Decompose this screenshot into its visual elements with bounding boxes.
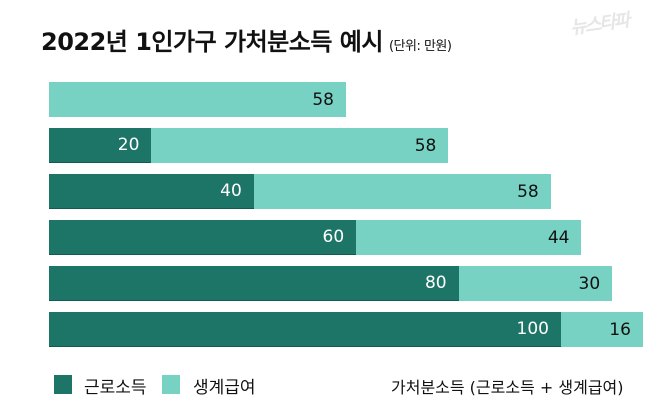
bar-value-label: 100 (516, 319, 549, 339)
bar-row: 40 58 (49, 174, 551, 209)
bar-row: 58 (49, 82, 346, 117)
bar-segment-livelihood-benefit: 58 (253, 174, 551, 209)
bar-segment-earned-income: 40 (49, 174, 254, 209)
bar-row: 20 58 (49, 128, 449, 163)
bar-segment-livelihood-benefit: 16 (561, 312, 643, 347)
bar-segment-earned-income: 100 (49, 312, 561, 347)
bar-row: 80 30 (49, 266, 613, 301)
legend-label-earned-income: 근로소득 (84, 378, 147, 398)
bar-segment-livelihood-benefit: 44 (356, 220, 582, 255)
bar-segment-earned-income: 20 (49, 128, 152, 163)
bar-value-label: 58 (312, 89, 334, 110)
legend-swatch-earned-income (54, 375, 72, 394)
footnote: 가처분소득 (근로소득 + 생계급여) (391, 378, 624, 397)
bar-value-label: 60 (322, 227, 345, 247)
unit-label: (단위: 만원) (388, 39, 452, 54)
bar-value-label: 20 (117, 135, 140, 155)
bar-value-label: 58 (517, 181, 539, 202)
chart-title: 2022년 1인가구 가처분소득 예시 (단위: 만원) (41, 22, 452, 57)
bar-value-label: 16 (609, 319, 631, 340)
legend-label-livelihood-benefit: 생계급여 (193, 378, 256, 398)
bar-segment-livelihood-benefit: 58 (151, 128, 449, 163)
bar-segment-earned-income: 80 (49, 266, 459, 301)
bar-segment-livelihood-benefit: 30 (458, 266, 613, 301)
bar-segment-earned-income: 60 (49, 220, 357, 255)
bar-value-label: 30 (578, 273, 601, 294)
bar-value-label: 44 (547, 227, 570, 248)
bar-row: 60 44 (49, 220, 582, 255)
bar-value-label: 58 (414, 135, 437, 156)
bar-row: 100 16 (49, 312, 643, 347)
title-text: 2022년 1인가구 가처분소득 예시 (41, 28, 383, 56)
bar-segment-livelihood-benefit: 58 (49, 82, 346, 117)
legend-swatch-livelihood-benefit (162, 375, 180, 394)
watermark-logo: 뉴스타파 (569, 10, 630, 39)
bar-value-label: 40 (220, 181, 242, 201)
bar-value-label: 80 (424, 273, 447, 293)
